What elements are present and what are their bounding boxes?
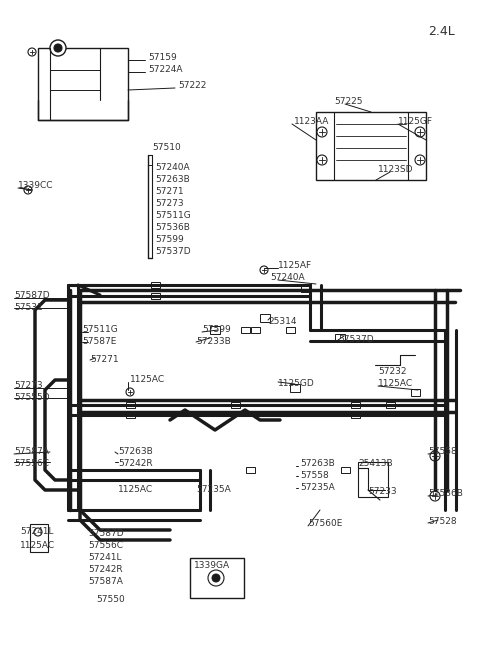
Text: 1125GF: 1125GF (398, 117, 433, 126)
Text: 57222: 57222 (178, 81, 206, 90)
Text: 57263B: 57263B (300, 460, 335, 468)
Text: 1125AF: 1125AF (278, 261, 312, 271)
Text: 1125GD: 1125GD (278, 379, 315, 388)
Text: 57599: 57599 (155, 236, 184, 244)
Circle shape (430, 491, 440, 501)
Bar (358, 462, 388, 497)
Text: 57235A: 57235A (196, 485, 231, 495)
Text: 25413B: 25413B (358, 460, 393, 468)
Bar (316, 112, 426, 180)
Circle shape (208, 570, 224, 586)
Text: 57528: 57528 (428, 517, 456, 527)
Text: 57536B: 57536B (428, 489, 463, 498)
Text: 1125AC: 1125AC (20, 542, 55, 550)
Bar (30, 524, 48, 552)
Text: 57241L: 57241L (20, 527, 53, 536)
Text: 57271: 57271 (90, 356, 119, 364)
Text: 57511G: 57511G (155, 212, 191, 221)
Circle shape (50, 40, 66, 56)
Circle shape (34, 528, 42, 536)
Text: 57271: 57271 (155, 187, 184, 196)
Bar (125, 412, 134, 418)
Bar (210, 326, 220, 334)
Text: 57241L: 57241L (88, 553, 121, 563)
Text: 1123SD: 1123SD (378, 166, 413, 174)
Bar (410, 388, 420, 396)
Text: 57556C: 57556C (14, 460, 49, 468)
Text: 57587D: 57587D (88, 529, 124, 538)
Bar (251, 327, 260, 333)
Text: 57511G: 57511G (82, 326, 118, 335)
Circle shape (54, 44, 62, 52)
Text: 57242R: 57242R (118, 460, 153, 468)
Text: 57556C: 57556C (88, 542, 123, 550)
Bar (230, 402, 240, 408)
Circle shape (212, 574, 220, 582)
Bar (190, 558, 244, 598)
Text: 57587A: 57587A (14, 447, 49, 457)
Circle shape (415, 155, 425, 165)
Bar (260, 314, 270, 322)
Bar (245, 467, 254, 473)
Bar (301, 284, 311, 292)
Text: 57599: 57599 (202, 326, 231, 335)
Text: 57531: 57531 (14, 303, 43, 312)
Text: 57233B: 57233B (196, 337, 231, 346)
Bar (335, 334, 345, 342)
Text: 57273: 57273 (155, 200, 184, 208)
Text: 57537D: 57537D (155, 248, 191, 257)
Circle shape (28, 48, 36, 56)
Circle shape (317, 127, 327, 137)
Text: 57550: 57550 (96, 595, 125, 605)
Text: 57537D: 57537D (338, 335, 373, 345)
Circle shape (260, 266, 268, 274)
Text: 1125AC: 1125AC (378, 379, 413, 388)
Text: 57555D: 57555D (14, 394, 49, 403)
Text: 57242R: 57242R (88, 565, 122, 574)
Bar (125, 402, 134, 408)
Bar (38, 48, 128, 120)
Bar (385, 402, 395, 408)
Circle shape (430, 451, 440, 461)
Bar (151, 282, 159, 288)
Text: 57263B: 57263B (155, 176, 190, 185)
Text: 1339CC: 1339CC (18, 181, 53, 191)
Text: 57558: 57558 (428, 447, 457, 457)
Text: 1125AC: 1125AC (130, 375, 165, 384)
Text: 2.4L: 2.4L (428, 25, 455, 38)
Text: 57224A: 57224A (148, 66, 182, 75)
Text: 57232: 57232 (378, 367, 407, 377)
Bar (240, 327, 250, 333)
Circle shape (126, 388, 134, 396)
Bar (340, 467, 349, 473)
Text: 1339GA: 1339GA (194, 561, 230, 571)
Text: 1123AA: 1123AA (294, 117, 329, 126)
Bar (151, 293, 159, 299)
Bar (350, 412, 360, 418)
Circle shape (24, 186, 32, 194)
Text: 57240A: 57240A (155, 164, 190, 172)
Bar (290, 384, 300, 392)
Text: 57510: 57510 (152, 143, 181, 153)
Text: 57587A: 57587A (88, 578, 123, 586)
Text: 25314: 25314 (268, 318, 297, 326)
Text: 57159: 57159 (148, 54, 177, 62)
Text: 57263B: 57263B (118, 447, 153, 457)
Text: 57587E: 57587E (82, 337, 116, 346)
Text: 1125AC: 1125AC (118, 485, 153, 495)
Text: 57560E: 57560E (308, 519, 342, 529)
Text: 57587D: 57587D (14, 291, 49, 301)
Text: 57235A: 57235A (300, 483, 335, 493)
Circle shape (415, 127, 425, 137)
Text: 57225: 57225 (334, 98, 362, 107)
Bar (350, 402, 360, 408)
Bar (286, 327, 295, 333)
Text: 57240A: 57240A (270, 274, 305, 282)
Text: 57536B: 57536B (155, 223, 190, 233)
Text: 57273: 57273 (14, 381, 43, 390)
Text: 57233: 57233 (368, 487, 396, 496)
Text: 57558: 57558 (300, 472, 329, 481)
Circle shape (317, 155, 327, 165)
